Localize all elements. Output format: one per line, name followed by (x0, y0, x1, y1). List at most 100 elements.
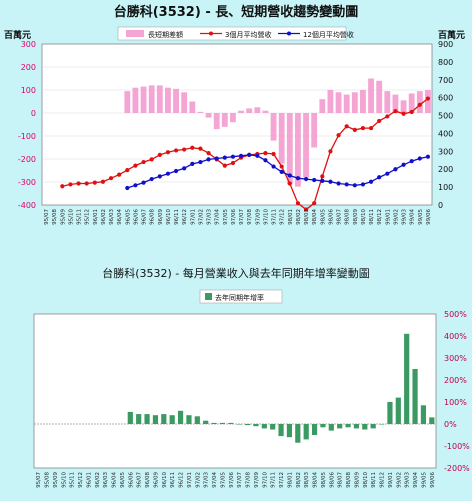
diff-bar (416, 91, 423, 113)
x-tick-label: 96/08 (150, 209, 156, 225)
yoy-bar (244, 424, 251, 426)
x-tick-label: 96/02 (95, 472, 101, 488)
point-3m-avg (206, 151, 211, 156)
diff-bar (335, 92, 342, 113)
point-12m-avg (125, 185, 130, 191)
point-3m-avg (279, 164, 284, 169)
point-12m-avg (401, 162, 406, 167)
x-tick-label: 98/06 (329, 472, 335, 488)
yoy-bar (261, 424, 267, 429)
x-tick-label: 95/11 (70, 472, 76, 488)
monthly-yoy-chart: 台勝科(3532) - 每月營業收入與去年同期年增率變動圖 去年同期年增率 500%… (0, 258, 472, 501)
x-tick-label: 98/10 (361, 209, 367, 225)
point-3m-avg (182, 147, 187, 152)
x-tick-label: 95/10 (61, 472, 67, 488)
x-tick-label: 96/12 (182, 209, 188, 225)
right-tick-label: 800 (438, 58, 453, 67)
x-tick-label: 99/01 (388, 472, 394, 488)
point-12m-avg (214, 156, 219, 161)
x-tick-label: 98/09 (354, 472, 360, 488)
y-tick-label: -100% (444, 442, 470, 451)
x-tick-label: 99/05 (421, 472, 427, 488)
x-tick-label: 96/11 (170, 472, 176, 488)
legend-box (199, 289, 283, 304)
x-tick-label: 98/11 (371, 472, 377, 488)
x-tick-label: 98/09 (353, 209, 359, 225)
yoy-bar (152, 415, 159, 424)
x-tick-label: 98/07 (337, 209, 343, 225)
x-tick-label: 97/05 (220, 472, 226, 488)
legend-marker-3m (209, 31, 213, 36)
diff-bar (189, 101, 196, 113)
yoy-bar (194, 416, 200, 424)
point-3m-avg (157, 152, 162, 158)
legend-label: 12個月平均營收 (303, 30, 354, 39)
yoy-bar (177, 410, 184, 424)
point-12m-avg (279, 169, 284, 175)
point-12m-avg (425, 154, 431, 159)
diff-bar (319, 99, 326, 113)
x-tick-label: 97/04 (215, 209, 221, 225)
diff-bar (221, 113, 228, 127)
yoy-bar (412, 369, 418, 424)
right-tick-label: 600 (438, 94, 453, 103)
x-tick-label: 95/09 (53, 472, 59, 488)
point-3m-avg (190, 145, 195, 150)
diff-bar (262, 110, 269, 113)
yoy-bar (404, 333, 410, 424)
yoy-bar (127, 411, 133, 424)
x-tick-label: 95/10 (68, 209, 74, 225)
x-tick-label: 98/04 (313, 472, 319, 488)
legend-box (117, 26, 347, 41)
x-tick-label: 98/08 (345, 209, 351, 225)
right-tick-label: 900 (438, 40, 453, 49)
x-tick-label: 96/10 (162, 472, 168, 488)
point-3m-avg (173, 148, 179, 153)
x-tick-label: 96/10 (166, 209, 172, 225)
point-3m-avg (100, 179, 106, 184)
yoy-bar (345, 424, 351, 428)
yoy-bar (219, 422, 226, 424)
yoy-bar (320, 424, 326, 428)
point-12m-avg (303, 176, 309, 182)
series-3m-avg (60, 96, 431, 212)
point-12m-avg (360, 182, 366, 187)
diff-bar (368, 78, 374, 113)
x-tick-label: 98/03 (304, 209, 310, 225)
point-12m-avg (320, 178, 325, 183)
y-tick-label: 100% (444, 398, 467, 407)
x-tick-label: 99/02 (393, 209, 399, 225)
left-axis-unit: 百萬元 (4, 29, 31, 41)
yoy-bar (378, 424, 385, 425)
x-tick-label: 95/08 (52, 209, 58, 225)
long-short-revenue-chart: 台勝科(3532) - 長、短期營收趨勢變動圖 百萬元 百萬元 長短期差額 3個月平均營… (0, 0, 472, 246)
point-3m-avg (68, 182, 73, 187)
x-tick-label: 95/08 (45, 472, 51, 488)
yoy-bar (328, 424, 334, 431)
yoy-bar (295, 424, 301, 443)
point-12m-avg (157, 174, 162, 179)
point-3m-avg (377, 118, 382, 124)
point-12m-avg (336, 181, 341, 186)
x-tick-label: 98/02 (296, 472, 302, 488)
x-tick-label: 99/05 (418, 209, 424, 225)
x-tick-label: 97/01 (187, 472, 193, 488)
yoy-bar (370, 424, 376, 429)
x-tick-label: 95/12 (85, 209, 91, 225)
point-12m-avg (173, 168, 179, 174)
diff-bar (173, 88, 179, 113)
yoy-bar (429, 417, 435, 424)
point-3m-avg (425, 96, 431, 101)
x-tick-label: 97/09 (254, 472, 260, 488)
yoy-bar (303, 424, 309, 440)
x-tick-label: 97/02 (198, 209, 204, 225)
x-tick-label: 97/09 (255, 209, 261, 225)
point-3m-avg (385, 114, 390, 119)
right-tick-label: 700 (438, 76, 453, 85)
point-12m-avg (328, 179, 333, 184)
x-tick-label: 99/06 (426, 209, 432, 225)
point-3m-avg (198, 146, 203, 151)
point-12m-avg (222, 155, 227, 160)
point-12m-avg (255, 153, 260, 158)
point-12m-avg (287, 173, 292, 178)
